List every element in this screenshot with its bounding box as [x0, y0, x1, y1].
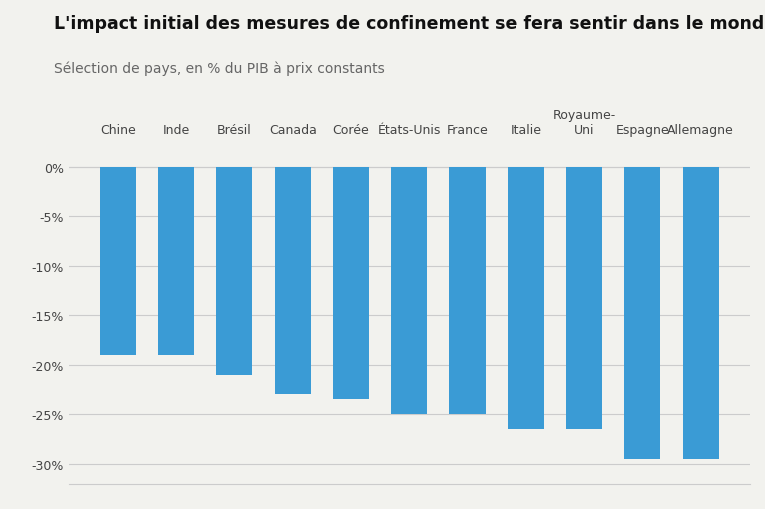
Bar: [216, 167, 252, 375]
Text: Sélection de pays, en % du PIB à prix constants: Sélection de pays, en % du PIB à prix co…: [54, 61, 384, 75]
Text: L'impact initial des mesures de confinement se fera sentir dans le monde entier: L'impact initial des mesures de confinem…: [54, 15, 765, 33]
Bar: [624, 167, 660, 459]
Bar: [99, 167, 136, 355]
Bar: [566, 167, 602, 429]
Bar: [508, 167, 544, 429]
Bar: [275, 167, 311, 394]
Bar: [391, 167, 428, 414]
Bar: [450, 167, 486, 414]
Bar: [333, 167, 369, 400]
Bar: [682, 167, 719, 459]
Bar: [158, 167, 194, 355]
